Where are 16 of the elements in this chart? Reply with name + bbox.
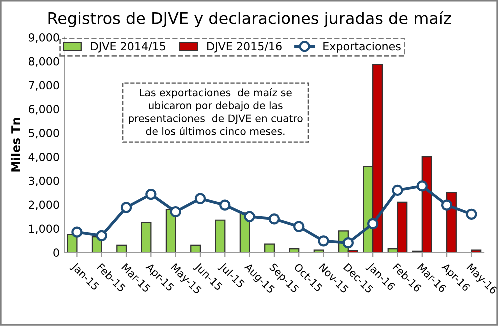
chart-title: Registros de DJVE y declaraciones juradas de maíz bbox=[48, 11, 452, 28]
legend-label: DJVE 2014/15 bbox=[91, 42, 166, 53]
y-tick-label: 1,000 bbox=[29, 224, 60, 234]
y-tick-label: 2,000 bbox=[29, 200, 60, 210]
y-tick-label: 0 bbox=[54, 248, 60, 258]
y-axis-title: Miles Tn bbox=[11, 118, 20, 172]
y-tick-label: 6,000 bbox=[28, 105, 60, 115]
annotation: Las exportaciones de maíz se ubicaron por debajo de las presentaciones de DJVE en cuatro de los últimos cinco meses. bbox=[129, 88, 303, 136]
y-tick-label: 8,000 bbox=[28, 57, 60, 67]
y-tick-label: 7,000 bbox=[29, 81, 60, 91]
y-tick-label: 4,000 bbox=[28, 153, 60, 163]
legend-label: DJVE 2015/16 bbox=[208, 42, 282, 53]
legend-label: Exportaciones bbox=[324, 42, 401, 53]
y-tick-label: 5,000 bbox=[29, 129, 60, 139]
y-tick-label: 3,000 bbox=[29, 176, 60, 186]
y-tick-label: 9,000 bbox=[28, 33, 60, 44]
